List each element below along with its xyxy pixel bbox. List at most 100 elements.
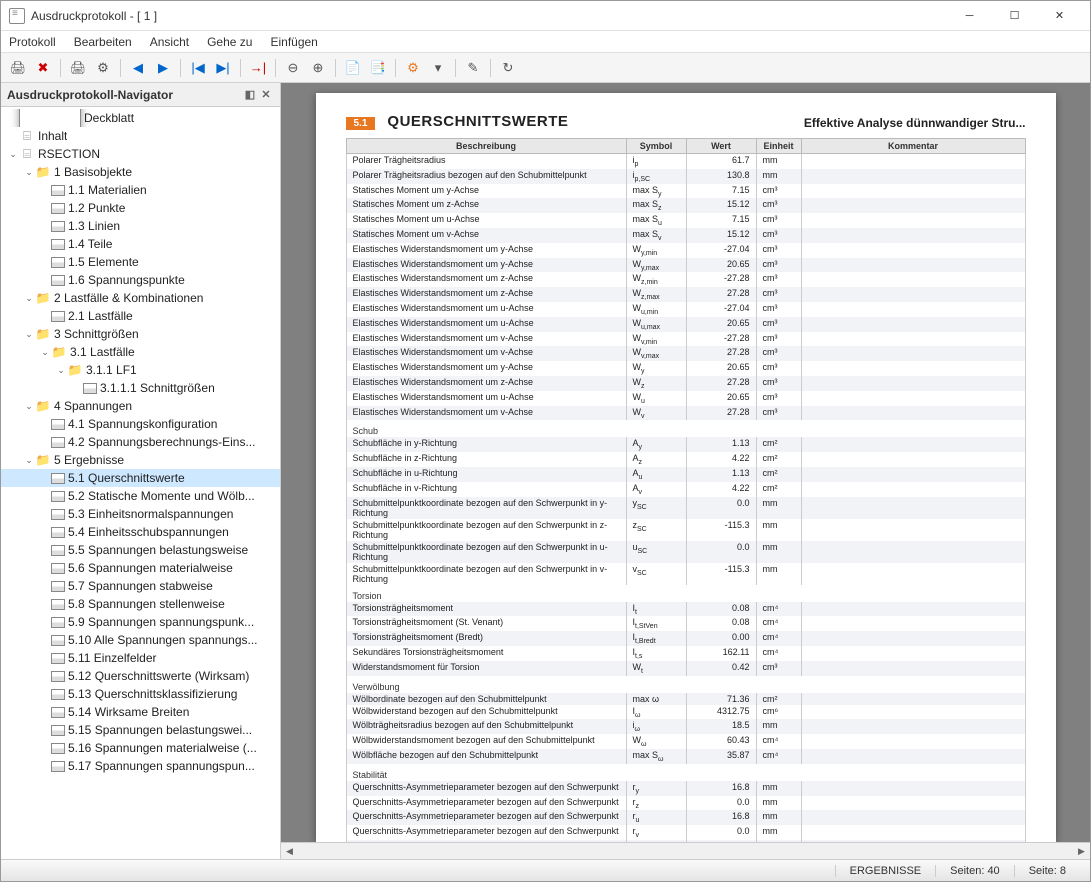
table-row: Statisches Moment um v-Achsemax Sv15.12c… [346,228,1025,243]
section-title: QUERSCHNITTSWERTE [387,113,568,130]
tree-node[interactable]: 5.16 Spannungen materialweise (... [1,739,280,757]
edit-icon[interactable]: ✎ [462,57,484,79]
table-row: Schubfläche in z-RichtungAz4.22cm² [346,452,1025,467]
table-row: Schubfläche in u-RichtungAu1.13cm² [346,467,1025,482]
window-title: Ausdruckprotokoll - [ 1 ] [31,9,947,23]
menu-ansicht[interactable]: Ansicht [150,35,189,49]
menu-gehe zu[interactable]: Gehe zu [207,35,252,49]
tree-node[interactable]: 5.1 Querschnittswerte [1,469,280,487]
tree-node[interactable]: Deckblatt [1,109,280,127]
print-settings-icon[interactable]: ⚙ [92,57,114,79]
menubar: Protokoll Bearbeiten Ansicht Gehe zu Einfüge… [1,31,1090,53]
scroll-right-icon[interactable]: ▶ [1073,843,1090,859]
table-row: Schub [346,420,1025,437]
scroll-left-icon[interactable]: ◀ [281,843,298,859]
table-row: Wölbfläche bezogen auf den Schubmittelpu… [346,749,1025,764]
close-button[interactable]: ✕ [1037,2,1082,30]
nav-first-icon[interactable]: |◀ [187,57,209,79]
printer-icon[interactable]: 🖨 [67,57,89,79]
tree-node[interactable]: 5.5 Spannungen belastungsweise [1,541,280,559]
col-val: Wert [686,139,756,154]
tree-node[interactable]: 1.3 Linien [1,217,280,235]
tree-node[interactable]: ⌄3.1.1 LF1 [1,361,280,379]
tree-node[interactable]: ⌄RSECTION [1,145,280,163]
navigator-tree[interactable]: DeckblattInhalt⌄RSECTION⌄1 Basisobjekte1… [1,107,280,859]
section-subtitle: Effektive Analyse dünnwandiger Stru... [568,116,1025,130]
tree-node[interactable]: 1.5 Elemente [1,253,280,271]
table-row: Querschnitts-Asymmetrieparameter bezogen… [346,810,1025,825]
tree-node[interactable]: 1.4 Teile [1,235,280,253]
table-row: Widerstandsmoment für TorsionWt0.42cm³ [346,661,1025,676]
tree-node[interactable]: 5.2 Statische Momente und Wölb... [1,487,280,505]
nav-prev-icon[interactable]: ◀ [127,57,149,79]
refresh-icon[interactable]: ↻ [497,57,519,79]
table-row: Schubmittelpunktkoordinate bezogen auf d… [346,563,1025,585]
tree-node[interactable]: 5.9 Spannungen spannungspunk... [1,613,280,631]
goto-icon[interactable]: →| [247,57,269,79]
table-row: Schubfläche in y-RichtungAy1.13cm² [346,437,1025,452]
tree-node[interactable]: 5.8 Spannungen stellenweise [1,595,280,613]
tree-node[interactable]: 1.6 Spannungspunkte [1,271,280,289]
tree-node[interactable]: 5.13 Querschnittsklassifizierung [1,685,280,703]
table-row: Elastisches Widerstandsmoment um z-Achse… [346,272,1025,287]
table-row: Elastisches Widerstandsmoment um u-Achse… [346,391,1025,406]
tree-node[interactable]: 4.2 Spannungsberechnungs-Eins... [1,433,280,451]
menu-protokoll[interactable]: Protokoll [9,35,56,49]
table-row: Elastisches Widerstandsmoment um u-Achse… [346,317,1025,332]
tree-node[interactable]: ⌄5 Ergebnisse [1,451,280,469]
tree-node[interactable]: 5.14 Wirksame Breiten [1,703,280,721]
table-row: Wölbträgheitsradius bezogen auf den Schu… [346,719,1025,734]
dock-icon[interactable]: ◧ [242,87,258,103]
tree-node[interactable]: 2.1 Lastfälle [1,307,280,325]
zoom-out-icon[interactable]: ⊖ [282,57,304,79]
close-panel-icon[interactable]: ✕ [258,87,274,103]
tree-node[interactable]: Inhalt [1,127,280,145]
nav-next-icon[interactable]: ▶ [152,57,174,79]
zoom-in-icon[interactable]: ⊕ [307,57,329,79]
tree-node[interactable]: 1.2 Punkte [1,199,280,217]
tree-node[interactable]: ⌄1 Basisobjekte [1,163,280,181]
export-rtf-icon[interactable]: 📑 [367,57,389,79]
tree-node[interactable]: 5.15 Spannungen belastungswei... [1,721,280,739]
settings-icon[interactable]: ⚙ [402,57,424,79]
tree-node[interactable]: 1.1 Materialien [1,181,280,199]
report-page: 5.1 QUERSCHNITTSWERTE Effektive Analyse … [316,93,1056,842]
table-row: Stabilität [346,764,1025,781]
tree-node[interactable]: ⌄3.1 Lastfälle [1,343,280,361]
tree-node[interactable]: 5.3 Einheitsnormalspannungen [1,505,280,523]
tree-node[interactable]: 5.11 Einzelfelder [1,649,280,667]
tree-node[interactable]: 5.10 Alle Spannungen spannungs... [1,631,280,649]
col-unit: Einheit [756,139,801,154]
print-icon[interactable]: 🖨 [7,57,29,79]
table-row: Schubmittelpunktkoordinate bezogen auf d… [346,541,1025,563]
content-area: 5.1 QUERSCHNITTSWERTE Effektive Analyse … [281,83,1090,859]
export-pdf-icon[interactable]: 📄 [342,57,364,79]
delete-icon[interactable]: ✖ [32,57,54,79]
table-row: Elastisches Widerstandsmoment um z-Achse… [346,376,1025,391]
tree-node[interactable]: ⌄2 Lastfälle & Kombinationen [1,289,280,307]
tree-node[interactable]: ⌄3 Schnittgrößen [1,325,280,343]
toolbar: 🖨 ✖ 🖨 ⚙ ◀ ▶ |◀ ▶| →| ⊖ ⊕ 📄 📑 ⚙ ▾ ✎ ↻ [1,53,1090,83]
table-row: Querschnitts-Asymmetrieparameter bezogen… [346,796,1025,811]
table-row: Torsion [346,585,1025,602]
tree-node[interactable]: 5.6 Spannungen materialweise [1,559,280,577]
tree-node[interactable]: 5.17 Spannungen spannungspun... [1,757,280,775]
table-row: Elastisches Widerstandsmoment um y-Achse… [346,361,1025,376]
maximize-button[interactable]: ☐ [992,2,1037,30]
table-row: Wölbwiderstandsmoment bezogen auf den Sc… [346,734,1025,749]
horizontal-scrollbar[interactable]: ◀ ▶ [281,842,1090,859]
tree-node[interactable]: 5.7 Spannungen stabweise [1,577,280,595]
tree-node[interactable]: 4.1 Spannungskonfiguration [1,415,280,433]
menu-einfügen[interactable]: Einfügen [270,35,317,49]
table-row: Schubmittelpunktkoordinate bezogen auf d… [346,519,1025,541]
table-row: Elastisches Widerstandsmoment um v-Achse… [346,332,1025,347]
nav-last-icon[interactable]: ▶| [212,57,234,79]
minimize-button[interactable]: ─ [947,2,992,30]
menu-bearbeiten[interactable]: Bearbeiten [74,35,132,49]
tree-node[interactable]: 3.1.1.1 Schnittgrößen [1,379,280,397]
tree-node[interactable]: 5.4 Einheitsschubspannungen [1,523,280,541]
section-number: 5.1 [346,117,376,130]
tree-node[interactable]: ⌄4 Spannungen [1,397,280,415]
tree-node[interactable]: 5.12 Querschnittswerte (Wirksam) [1,667,280,685]
dropdown-icon[interactable]: ▾ [427,57,449,79]
